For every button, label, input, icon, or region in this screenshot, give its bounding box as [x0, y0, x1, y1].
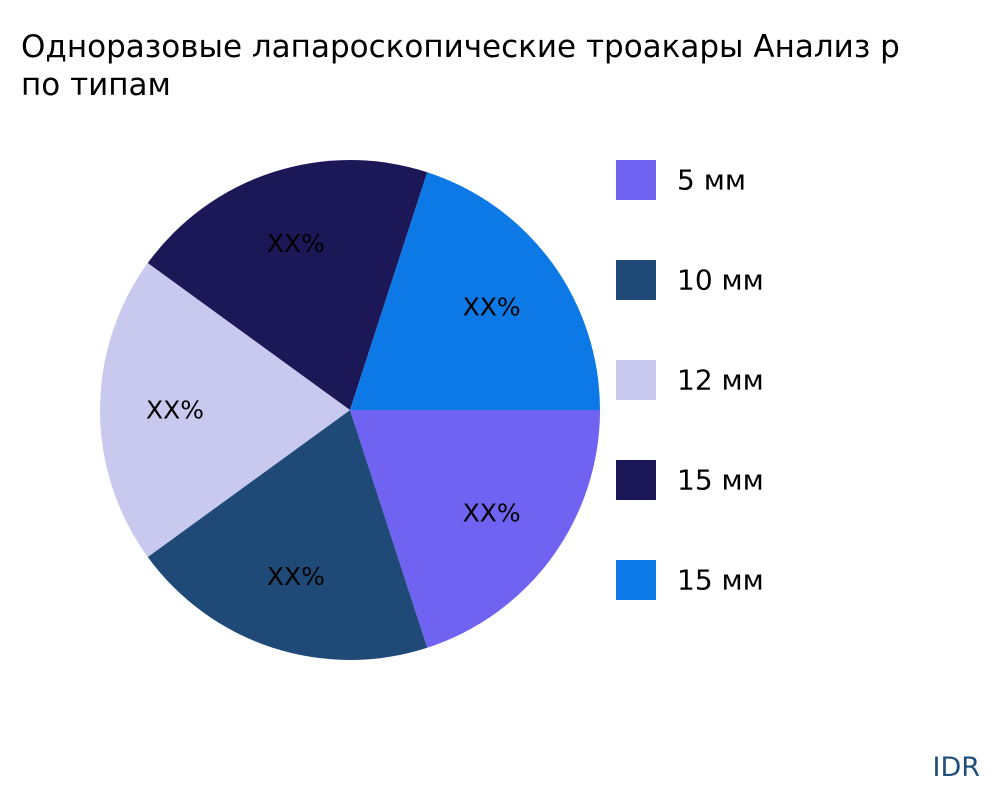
legend-swatch	[616, 160, 656, 200]
legend-label: 15 мм	[677, 564, 764, 597]
legend-label: 5 мм	[677, 164, 746, 197]
chart-title-line-1: Одноразовые лапароскопические троакары А…	[21, 29, 900, 65]
legend-item-2: 10 мм	[616, 260, 764, 300]
legend-label: 15 мм	[677, 464, 764, 497]
legend-swatch	[616, 360, 656, 400]
pie-slice-label-4: XX%	[267, 229, 325, 258]
pie-slice-label-1: XX%	[463, 498, 521, 527]
pie-slice-3	[100, 263, 350, 557]
legend-label: 10 мм	[677, 264, 764, 297]
pie-slice-labels: XX% XX% XX% XX% XX%	[146, 229, 521, 591]
chart-title-line-2: по типам	[21, 67, 171, 103]
legend-swatch	[616, 560, 656, 600]
pie-slice-4	[147, 160, 428, 410]
legend-swatch	[616, 460, 656, 500]
pie-slice-1	[350, 410, 600, 648]
legend-swatch	[616, 260, 656, 300]
pie-slices	[100, 160, 600, 660]
pie-slice-5	[350, 172, 600, 410]
legend-item-4: 15 мм	[616, 460, 764, 500]
pie-slice-2	[147, 410, 428, 660]
legend-item-1: 5 мм	[616, 160, 746, 200]
pie-slice-label-3: XX%	[146, 396, 204, 425]
chart-legend: 5 мм 10 мм 12 мм 15 мм 15 мм	[616, 160, 764, 600]
chart-title: Одноразовые лапароскопические троакары А…	[21, 28, 1000, 104]
legend-label: 12 мм	[677, 364, 764, 397]
brand-logo: IDR	[932, 752, 980, 783]
legend-item-5: 15 мм	[616, 560, 764, 600]
pie-slice-label-5: XX%	[463, 293, 521, 322]
pie-slice-label-2: XX%	[267, 562, 325, 591]
legend-item-3: 12 мм	[616, 360, 764, 400]
